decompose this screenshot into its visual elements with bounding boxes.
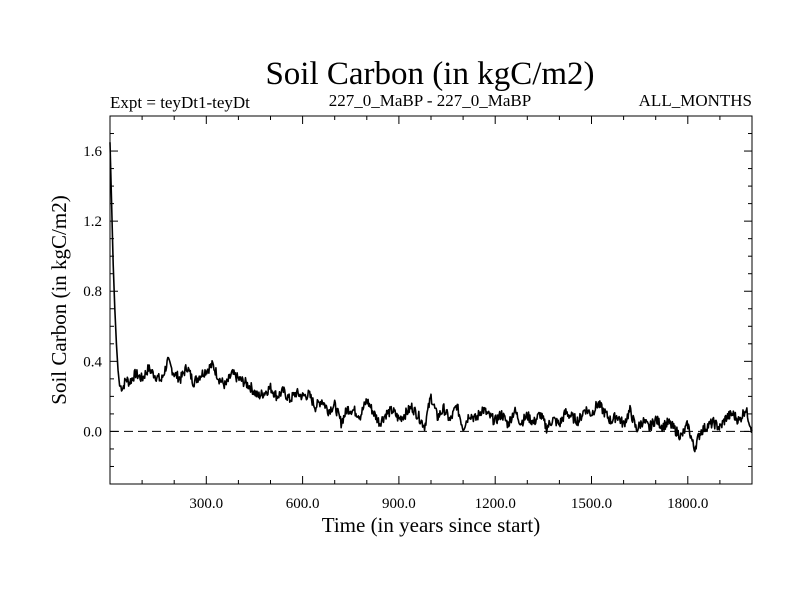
y-axis-label: Soil Carbon (in kgC/m2) [47,195,71,404]
period-label: 227_0_MaBP - 227_0_MaBP [329,91,531,110]
soil-carbon-series-line [109,142,753,453]
y-tick-label: 0.8 [83,284,102,300]
plot-frame [109,115,753,485]
y-tick-label: 0.0 [83,424,102,440]
chart-title: Soil Carbon (in kgC/m2) [265,56,594,92]
x-axis-label: Time (in years since start) [322,513,541,537]
x-tick-label: 1500.0 [571,496,612,512]
x-tick-label: 1800.0 [667,496,708,512]
y-tick-label: 0.4 [83,354,102,370]
experiment-label: Expt = teyDt1-teyDt [110,93,250,112]
x-tick-label: 1200.0 [475,496,516,512]
y-tick-label: 1.2 [83,214,102,230]
months-label: ALL_MONTHS [639,91,752,110]
x-tick-label: 600.0 [286,496,320,512]
x-tick-label: 900.0 [382,496,416,512]
y-tick-label: 1.6 [83,144,102,160]
x-tick-label: 300.0 [189,496,223,512]
